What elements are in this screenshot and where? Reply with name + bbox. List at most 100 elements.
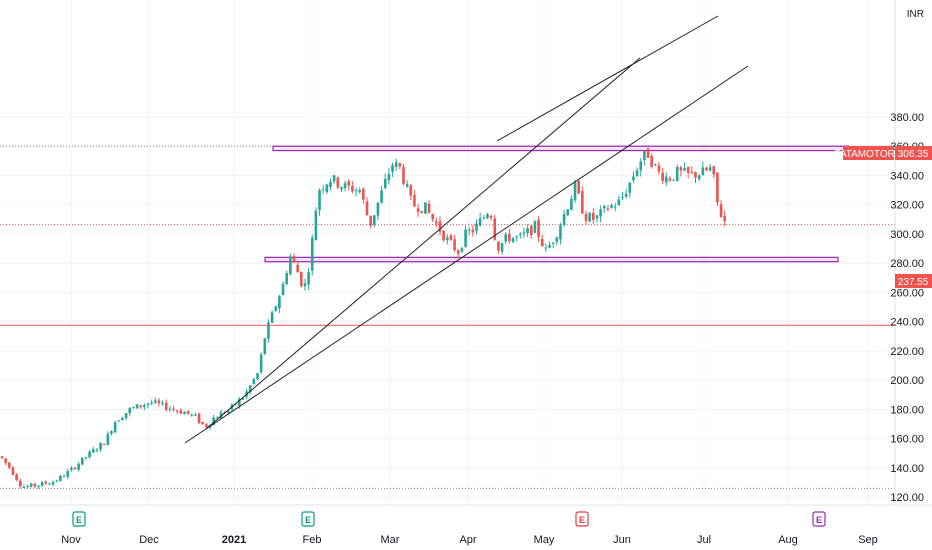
candles [0, 147, 726, 489]
candle-body [0, 456, 4, 459]
candle-body [723, 215, 726, 222]
x-tick-label: Aug [778, 534, 798, 546]
earnings-box [72, 511, 86, 527]
candle-body [391, 165, 394, 172]
level-tag: 237.55 [898, 277, 929, 288]
candle-body [387, 173, 391, 181]
trendlines[interactable] [184, 15, 749, 444]
candle-body [446, 237, 449, 241]
candle-body [318, 190, 321, 211]
candle-body [77, 463, 80, 470]
candle-body [340, 187, 343, 190]
candle-body [683, 168, 686, 171]
candle-body [613, 206, 617, 208]
candle-body [646, 148, 650, 158]
candle-body [566, 209, 570, 216]
candle-body [595, 215, 599, 219]
candle-body [456, 250, 460, 254]
x-tick-label: Dec [139, 534, 159, 546]
y-tick-label: 340.00 [890, 170, 924, 182]
candle-body [8, 462, 11, 468]
candle-body [504, 234, 507, 242]
candle-body [632, 176, 635, 181]
candle-body [712, 166, 716, 175]
candle-body [383, 178, 387, 189]
candle-body [592, 212, 595, 220]
candle-body [522, 232, 526, 234]
candle-body [37, 485, 40, 487]
candle-body [555, 237, 559, 242]
y-tick-label: 320.00 [890, 200, 924, 212]
y-tick-label: 160.00 [890, 434, 924, 446]
earnings-letter: E [305, 515, 311, 525]
candle-body [708, 167, 712, 171]
candle-body [132, 407, 135, 409]
candle-body [201, 421, 205, 425]
candle-body [537, 219, 540, 238]
earnings-icon: E [812, 511, 826, 527]
earnings-letter: E [76, 515, 82, 525]
candle-body [416, 208, 420, 212]
level-price-tag: 237.55 [895, 274, 932, 288]
candle-body [471, 229, 475, 233]
candle-body [380, 190, 383, 203]
earnings-box [301, 511, 315, 527]
earnings-letter: E [579, 515, 585, 525]
candle-body [486, 214, 489, 219]
candle-body [508, 233, 511, 241]
y-tick-label: 300.00 [890, 229, 924, 241]
candle-body [48, 483, 51, 485]
candle-body [482, 217, 486, 219]
candle-body [256, 373, 259, 379]
candle-body [237, 398, 241, 406]
candle-body [289, 256, 292, 275]
x-tick-label: Jun [613, 534, 631, 546]
candle-body [154, 400, 157, 403]
candle-body [172, 408, 175, 410]
candle-body [102, 443, 106, 445]
candle-body [533, 221, 537, 233]
candle-body [4, 458, 7, 463]
time-axis[interactable]: Nov Dec 2021 Feb Mar Apr May Jun Jul Aug Sep [0, 504, 932, 546]
earnings-box [575, 511, 589, 527]
candle-body [343, 183, 347, 189]
candle-body [128, 408, 132, 414]
candle-body [643, 151, 646, 160]
candle-body [110, 431, 113, 434]
price-axis[interactable]: 120.00 140.00 160.00 180.00 200.00 220.00 240.… [890, 0, 924, 505]
candle-body [511, 237, 515, 243]
candle-body [300, 271, 303, 287]
candle-body [431, 213, 434, 220]
candle-body [493, 218, 497, 240]
support-resistance-zones[interactable] [264, 145, 850, 263]
candle-body [124, 413, 128, 419]
candle-body [157, 400, 161, 404]
candle-body [259, 354, 263, 373]
candle-body [519, 234, 522, 236]
candle-body [599, 209, 602, 217]
candle-body [672, 179, 675, 181]
candle-body [22, 487, 26, 489]
candle-body [278, 296, 281, 309]
candle-body [55, 480, 59, 482]
candle-body [292, 256, 296, 263]
candle-body [668, 178, 672, 181]
horizontal-levels [0, 145, 895, 489]
x-tick-label: Feb [303, 534, 322, 546]
candle-body [639, 161, 643, 171]
candle-body [398, 163, 402, 167]
candle-body [617, 199, 621, 206]
candle-body [296, 264, 299, 273]
candle-body [351, 185, 354, 192]
candle-body [11, 467, 15, 475]
candle-body [460, 248, 464, 252]
y-tick-label: 200.00 [890, 375, 924, 387]
candle-body [29, 483, 33, 487]
candle-body [559, 225, 562, 240]
candle-body [657, 165, 661, 172]
earnings-icon: E [72, 511, 86, 527]
candle-body [190, 414, 194, 416]
candle-body [402, 167, 405, 184]
